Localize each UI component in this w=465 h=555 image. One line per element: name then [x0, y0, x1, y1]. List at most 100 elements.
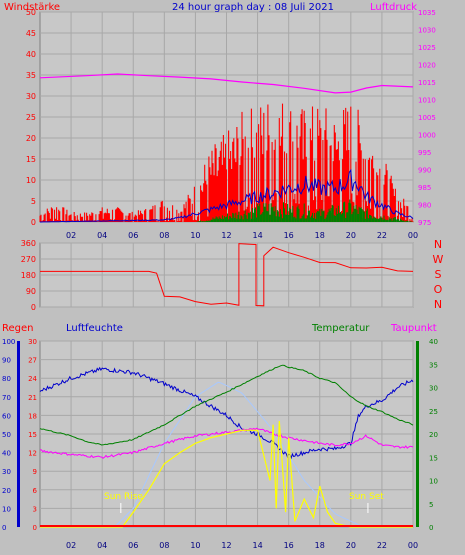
- series-layer: [17, 73, 419, 528]
- x-tick-label-top: 08: [159, 231, 169, 240]
- compass-label: N: [434, 238, 442, 251]
- rain-tick-label: 70: [2, 394, 11, 402]
- wind-tick-label: 45: [26, 29, 36, 38]
- humidity-line: [39, 366, 414, 460]
- solar-radiation-line: [40, 420, 413, 528]
- solar-theory-line: [114, 381, 364, 528]
- x-tick-label-bottom: 16: [284, 541, 294, 550]
- pressure-tick-label: 985: [418, 184, 431, 192]
- x-tick-label-top: 20: [346, 231, 356, 240]
- pressure-tick-label: 1025: [418, 44, 436, 52]
- pressure-tick-label: 995: [418, 149, 431, 157]
- temperature-tick-label: 10: [429, 478, 438, 486]
- wind-direction-line: [40, 243, 414, 307]
- rain-tick-label: 30: [2, 468, 11, 476]
- x-tick-label-top: 14: [252, 231, 262, 240]
- humidity-tick-label: 9: [33, 468, 37, 476]
- temperature-axis-bar: [416, 341, 419, 527]
- temperature-line: [39, 364, 414, 446]
- x-tick-label-top: 04: [97, 231, 107, 240]
- dewpoint-line: [39, 427, 414, 459]
- direction-tick-label: 270: [21, 255, 36, 264]
- wind-tick-label: 30: [26, 92, 36, 101]
- x-tick-label-top: 16: [284, 231, 294, 240]
- rain-label: Regen: [2, 323, 34, 334]
- temperature-tick-label: 15: [429, 454, 438, 462]
- pressure-tick-label: 1000: [418, 132, 436, 140]
- humidity-tick-label: 18: [28, 412, 37, 420]
- x-tick-label-bottom: 04: [97, 541, 107, 550]
- temperature-tick-label: 0: [429, 524, 433, 532]
- x-tick-label-top: 12: [221, 231, 231, 240]
- x-tick-label-top: 00: [408, 231, 418, 240]
- humidity-label: Luftfeuchte: [66, 323, 123, 334]
- sunset-label: Sun Set: [349, 492, 384, 502]
- pressure-tick-label: 1035: [418, 9, 436, 17]
- rain-tick-label: 0: [2, 524, 6, 532]
- temperature-tick-label: 25: [429, 408, 438, 416]
- wind-average-bars: [196, 199, 413, 222]
- tick-labels: 0202040406060808101012121414161618182020…: [2, 8, 444, 550]
- sunrise-label: Sun Rise: [104, 492, 143, 502]
- wind-tick-label: 15: [26, 155, 36, 164]
- humidity-tick-label: 6: [33, 487, 38, 495]
- wind-tick-label: 0: [31, 218, 36, 227]
- pressure-line: [39, 73, 414, 94]
- x-tick-label-top: 06: [128, 231, 138, 240]
- wind-tick-label: 25: [26, 113, 36, 122]
- x-tick-label-top: 02: [66, 231, 76, 240]
- rain-tick-label: 40: [2, 450, 11, 458]
- pressure-tick-label: 1020: [418, 62, 436, 70]
- temperature-tick-label: 30: [429, 385, 438, 393]
- rain-tick-label: 60: [2, 412, 11, 420]
- x-tick-label-top: 22: [377, 231, 387, 240]
- pressure-tick-label: 980: [418, 202, 431, 210]
- humidity-tick-label: 12: [28, 450, 37, 458]
- wind-tick-label: 20: [26, 134, 36, 143]
- chart-title: 24 hour graph day : 08 Juli 2021: [172, 2, 334, 13]
- compass-label: S: [435, 268, 442, 281]
- wind-tick-label: 10: [26, 176, 36, 185]
- direction-tick-label: 90: [26, 287, 36, 296]
- wind-tick-label: 40: [26, 50, 36, 59]
- compass-label: O: [434, 283, 443, 296]
- dewpoint-label: Taupunkt: [390, 323, 437, 334]
- temperature-label: Temperatur: [311, 323, 370, 334]
- rain-tick-label: 10: [2, 505, 11, 513]
- x-tick-label-bottom: 06: [128, 541, 138, 550]
- rain-tick-label: 90: [2, 357, 11, 365]
- x-tick-label-bottom: 02: [66, 541, 76, 550]
- direction-tick-label: 360: [21, 239, 36, 248]
- wind-tick-label: 5: [31, 197, 36, 206]
- rain-tick-label: 50: [2, 431, 11, 439]
- temperature-tick-label: 35: [429, 361, 438, 369]
- humidity-tick-label: 21: [28, 394, 37, 402]
- x-tick-label-bottom: 20: [346, 541, 356, 550]
- humidity-tick-label: 24: [28, 375, 37, 383]
- temperature-tick-label: 20: [429, 431, 438, 439]
- humidity-tick-label: 3: [33, 505, 37, 513]
- humidity-axis-bar: [17, 341, 20, 527]
- wind-tick-label: 50: [26, 8, 36, 17]
- pressure-tick-label: 1030: [418, 27, 436, 35]
- pressure-tick-label: 990: [418, 167, 431, 175]
- x-tick-label-bottom: 22: [377, 541, 387, 550]
- temperature-tick-label: 5: [429, 501, 433, 509]
- rain-tick-label: 20: [2, 487, 11, 495]
- wind-tick-label: 35: [26, 71, 36, 80]
- temperature-tick-label: 40: [429, 338, 438, 346]
- pressure-tick-label: 1010: [418, 97, 436, 105]
- x-tick-label-bottom: 10: [190, 541, 200, 550]
- x-tick-label-bottom: 12: [221, 541, 231, 550]
- rain-tick-label: 100: [2, 338, 15, 346]
- direction-tick-label: 0: [31, 303, 36, 312]
- x-tick-label-top: 18: [315, 231, 325, 240]
- humidity-tick-label: 30: [28, 338, 37, 346]
- direction-tick-label: 180: [21, 271, 36, 280]
- pressure-tick-label: 975: [418, 219, 431, 227]
- wind-gust-line: [40, 168, 414, 223]
- humidity-tick-label: 27: [28, 357, 37, 365]
- compass-label: W: [433, 253, 444, 266]
